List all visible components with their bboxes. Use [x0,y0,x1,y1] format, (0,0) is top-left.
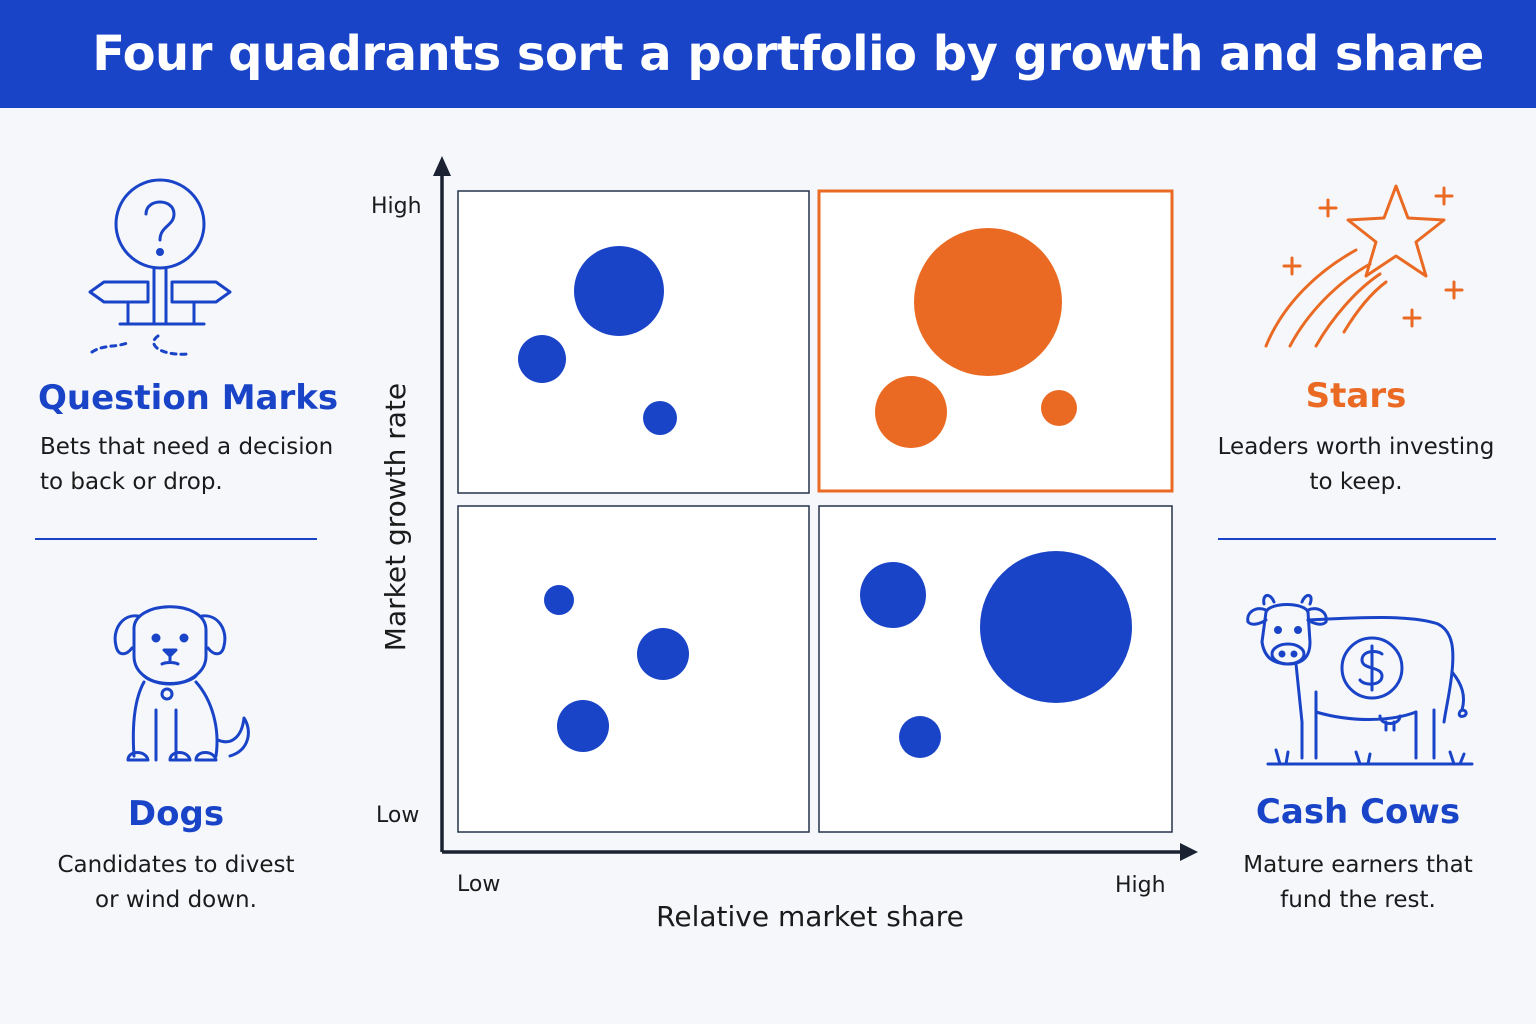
y-axis-high-label: High [371,194,422,219]
cow-dollar-icon [1240,592,1476,772]
right-divider [1218,538,1496,540]
stars-bubble-medium [875,376,947,448]
cash-cows-desc-line-2: fund the rest. [1280,887,1436,913]
cell-question-marks [457,190,810,494]
cell-dogs [457,505,810,833]
question-marks-desc-line-1: Bets that need a decision [40,434,334,460]
question-marks-desc-line-2: to back or drop. [40,469,223,495]
stars-title: Stars [1305,376,1407,416]
cash-cows-description: Mature earners that fund the rest. [1214,848,1502,918]
dog-icon [110,590,260,770]
dogs-bubble-small [544,585,574,615]
x-axis [442,843,1198,861]
question-marks-title: Question Marks [38,378,339,418]
x-axis-title: Relative market share [656,900,964,933]
y-axis-low-label: Low [376,803,420,828]
stars-bubble-small [1041,390,1077,426]
stars-desc-line-1: Leaders worth investing [1217,434,1495,460]
dogs-description: Candidates to divest or wind down. [0,848,352,918]
stars-bubble-large [914,228,1062,376]
cash-cows-bubble-small [899,716,941,758]
question-marks-bubble-large [574,246,664,336]
dogs-bubble-medium [637,628,689,680]
signpost-question-icon [86,178,236,360]
bcg-matrix [430,150,1210,870]
stars-desc-line-2: to keep. [1309,469,1403,495]
dogs-bubble-medium-2 [557,700,609,752]
cash-cows-bubble-large [980,551,1132,703]
question-marks-bubble-small [643,401,677,435]
dogs-desc-line-1: Candidates to divest [57,852,295,878]
cash-cows-desc-line-1: Mature earners that [1243,852,1473,878]
dogs-title: Dogs [127,794,225,834]
x-axis-low-label: Low [457,872,501,897]
dogs-desc-line-2: or wind down. [95,887,257,913]
y-axis-title: Market growth rate [379,382,412,652]
shooting-star-icon [1260,180,1470,355]
cash-cows-bubble-medium [860,562,926,628]
cash-cows-title: Cash Cows [1255,792,1461,832]
title-banner: Four quadrants sort a portfolio by growt… [0,0,1536,108]
question-marks-description: Bets that need a decision to back or dro… [40,430,333,500]
stars-description: Leaders worth investing to keep. [1212,430,1500,500]
page-title: Four quadrants sort a portfolio by growt… [92,26,1484,82]
x-axis-high-label: High [1115,873,1166,898]
question-marks-bubble-medium [518,335,566,383]
left-divider [35,538,317,540]
y-axis [433,156,451,852]
